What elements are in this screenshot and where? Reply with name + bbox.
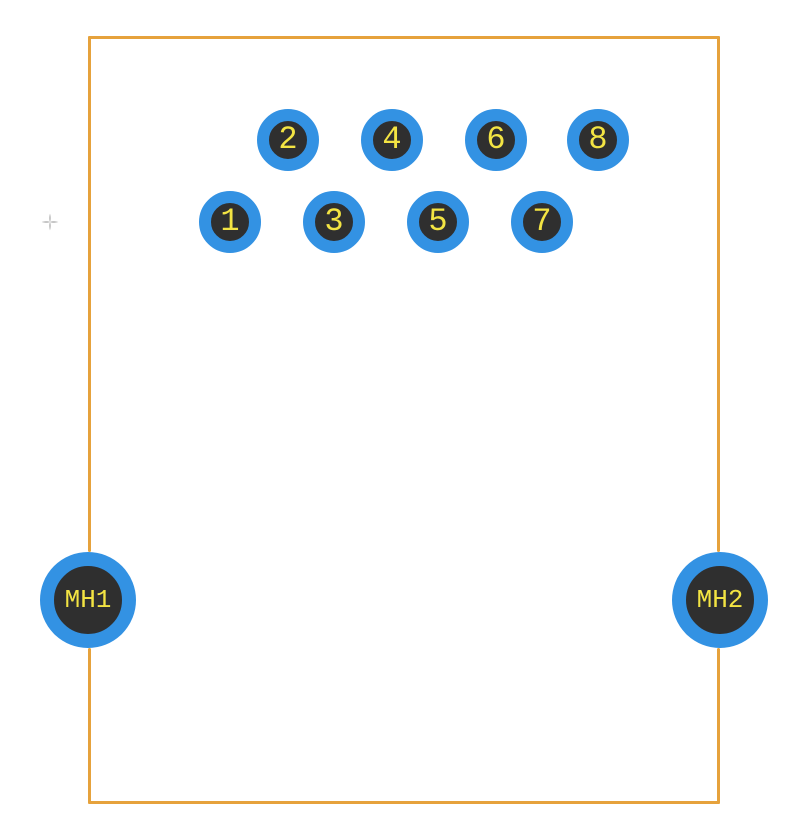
pad-label: 4 — [382, 124, 401, 156]
pad-label: 2 — [278, 124, 297, 156]
pad-1: 1 — [199, 191, 261, 253]
pad-label: 5 — [428, 206, 447, 238]
mounting-hole-mh2: MH2 — [672, 552, 768, 648]
footprint-canvas: 2 4 6 8 1 3 5 7 MH1 MH2 — [0, 0, 808, 833]
courtyard-outline — [88, 36, 91, 552]
pad-label: 3 — [324, 206, 343, 238]
mounting-hole-mh1: MH1 — [40, 552, 136, 648]
pad-5: 5 — [407, 191, 469, 253]
pad-2: 2 — [257, 109, 319, 171]
pad-3: 3 — [303, 191, 365, 253]
courtyard-outline — [88, 648, 91, 804]
origin-marker-icon — [40, 212, 60, 232]
pad-label: 6 — [486, 124, 505, 156]
mounting-hole-label: MH2 — [697, 587, 744, 613]
pad-6: 6 — [465, 109, 527, 171]
courtyard-outline — [88, 36, 720, 39]
pad-label: 8 — [588, 124, 607, 156]
courtyard-outline — [717, 36, 720, 552]
mounting-hole-label: MH1 — [65, 587, 112, 613]
pad-label: 1 — [220, 206, 239, 238]
pad-8: 8 — [567, 109, 629, 171]
pad-4: 4 — [361, 109, 423, 171]
courtyard-outline — [88, 801, 720, 804]
pad-label: 7 — [532, 206, 551, 238]
pad-7: 7 — [511, 191, 573, 253]
courtyard-outline — [717, 648, 720, 804]
